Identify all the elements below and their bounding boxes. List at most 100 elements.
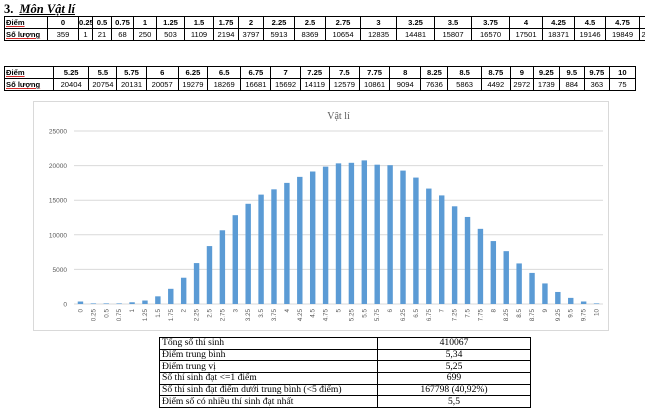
stats-label: Tổng số thí sinh [159,337,378,350]
chart-bar [426,188,432,304]
x-tick-label: 10 [594,309,601,317]
count-cell: 2972 [509,78,534,91]
score-cell: 2.25 [263,16,295,29]
chart-bar [232,215,238,304]
chart-bar [90,303,97,304]
count-cell: 884 [558,78,585,91]
chart-bar [219,230,226,304]
x-tick-label: 3.25 [245,309,252,322]
chart-bar [568,297,574,304]
stats-row: Số thí sinh đạt điểm dưới trung bình (<5… [159,383,531,397]
chart-bar [580,301,587,304]
score-cell: 4.75 [605,16,640,29]
x-tick-label: 7 [439,309,446,313]
x-tick-label: 9.5 [568,309,575,318]
x-tick-label: 6.75 [426,309,433,322]
x-tick-label: 1.25 [142,309,149,322]
count-cell: 12579 [328,78,360,91]
count-cell: 14119 [299,78,330,91]
chart-bar [529,272,535,304]
chart-bar [309,171,316,304]
chart-bar [155,296,161,304]
x-tick-label: 8.75 [529,309,536,322]
chart-bar [77,301,84,304]
count-cell: 503 [156,28,185,41]
count-cell: 4492 [480,78,511,91]
count-cell: 10654 [325,28,361,41]
count-cell: 359 [47,28,79,41]
x-tick-label: 8.25 [503,309,510,322]
stats-label: Điểm số có nhiều thí sinh đạt nhất [159,395,378,409]
x-tick-label: 7.25 [452,309,459,322]
count-cell: 19849 [605,28,640,41]
stats-row: Số thí sinh đạt <=1 điểm 699 [159,372,531,385]
chart-bar [542,283,548,304]
score-cell: 8.75 [480,66,511,79]
chart-bar [400,170,406,304]
count-cell: 18371 [542,28,575,41]
score-cell: 1.5 [184,16,214,29]
score-cell: 3.5 [434,16,472,29]
chart-bar [439,195,445,304]
score-cell: 3 [360,16,397,29]
score-cell: 3.75 [471,16,510,29]
score-cell: 4.5 [574,16,606,29]
y-tick-label: 20000 [49,163,67,170]
x-tick-label: 3.75 [271,309,278,322]
score-cell: 9.25 [532,66,560,79]
count-cell: 20404 [52,78,90,91]
count-cell: 5913 [263,28,295,41]
count-cell: 68 [111,28,134,41]
y-tick-label: 0 [63,302,67,309]
score-cell: 6.5 [206,66,242,79]
section-heading: 3. Môn Vật lí [4,1,75,17]
score-cell: 6 [145,66,179,79]
count-cell: 18269 [206,78,242,91]
count-cell: 20057 [145,78,179,91]
chart-bar [464,216,471,304]
x-tick-label: 3.5 [258,309,265,318]
count-cell: 1109 [184,28,214,41]
chart-bar [258,194,264,304]
score-cell: 0.5 [92,16,112,29]
score-cell: 4 [509,16,543,29]
stats-row: Tổng số thí sinh 410067 [159,337,531,350]
count-cell: 250 [133,28,157,41]
chart-bar [129,302,135,304]
score-cell: 2.5 [294,16,326,29]
x-tick-label: 1 [129,309,136,313]
chart-bar [103,303,109,304]
score-distribution-chart: Vật lí 0 5000 10000 15000 20000 25000 0 0.25 0.5 0… [33,101,609,331]
stats-value: 699 [377,372,531,385]
count-cell: 2194 [213,28,239,41]
count-cell: 9094 [389,78,422,91]
x-tick-label: 8 [490,309,497,313]
score-cell: 5.5 [88,66,118,79]
count-row: Số lượng 359 1 21 68 250 503 1109 2194 3797 5913 8… [4,28,645,41]
chart-bar [297,176,303,304]
stats-label: Điểm trung vị [159,360,378,374]
score-cell: 7.75 [358,66,391,79]
count-cell: 14481 [396,28,435,41]
chart-bar [516,263,522,304]
count-cell: 10861 [358,78,391,91]
stats-value: 167798 (40,92%) [377,383,531,397]
y-tick-label: 5000 [53,267,68,274]
x-tick-label: 5.5 [361,309,368,318]
score-cell: 9 [509,66,534,79]
score-cell: 8 [389,66,422,79]
score-cell: 0 [47,16,79,29]
score-cell: 1.25 [156,16,185,29]
x-tick-label: 8.5 [516,309,523,318]
chart-title: Vật lí [327,111,350,122]
count-cell: 19146 [574,28,606,41]
x-tick-label: 0.5 [103,309,110,318]
count-cell: 20325 [639,28,645,41]
stats-label: Số thí sinh đạt điểm dưới trung bình (<5… [159,383,378,397]
chart-bar [413,177,419,304]
score-cell: 8.5 [447,66,482,79]
row-header-count: Số lượng [4,78,54,91]
score-cell: 2 [238,16,264,29]
x-tick-label: 5.75 [374,309,381,322]
x-tick-label: 2.5 [206,309,213,318]
